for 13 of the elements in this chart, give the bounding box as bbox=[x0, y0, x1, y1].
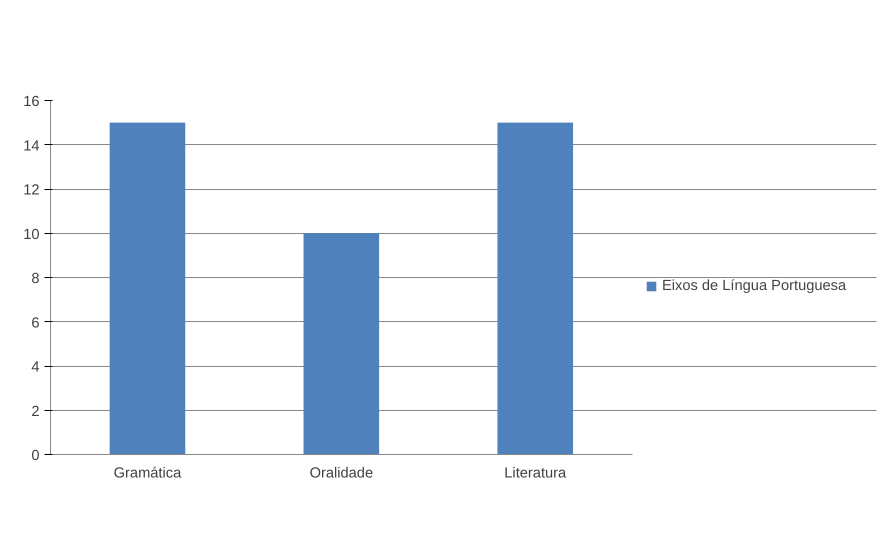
y-tick-label: 16 bbox=[23, 94, 40, 110]
y-tick-label: 2 bbox=[31, 404, 40, 420]
y-tick-label: 6 bbox=[31, 315, 40, 332]
x-tick-label: Gramática bbox=[114, 466, 182, 482]
x-tick-label: Literatura bbox=[504, 466, 568, 482]
x-tick-label: Oralidade bbox=[310, 466, 374, 482]
y-tick-label: 14 bbox=[23, 138, 40, 154]
y-tick-label: 4 bbox=[31, 360, 40, 376]
y-tick-label: 10 bbox=[23, 226, 40, 243]
y-tick-label: 8 bbox=[31, 271, 40, 287]
legend-label: Eixos de Língua Portuguesa bbox=[662, 278, 846, 294]
y-tick-label: 12 bbox=[23, 182, 40, 198]
y-tick-label: 0 bbox=[31, 448, 40, 464]
